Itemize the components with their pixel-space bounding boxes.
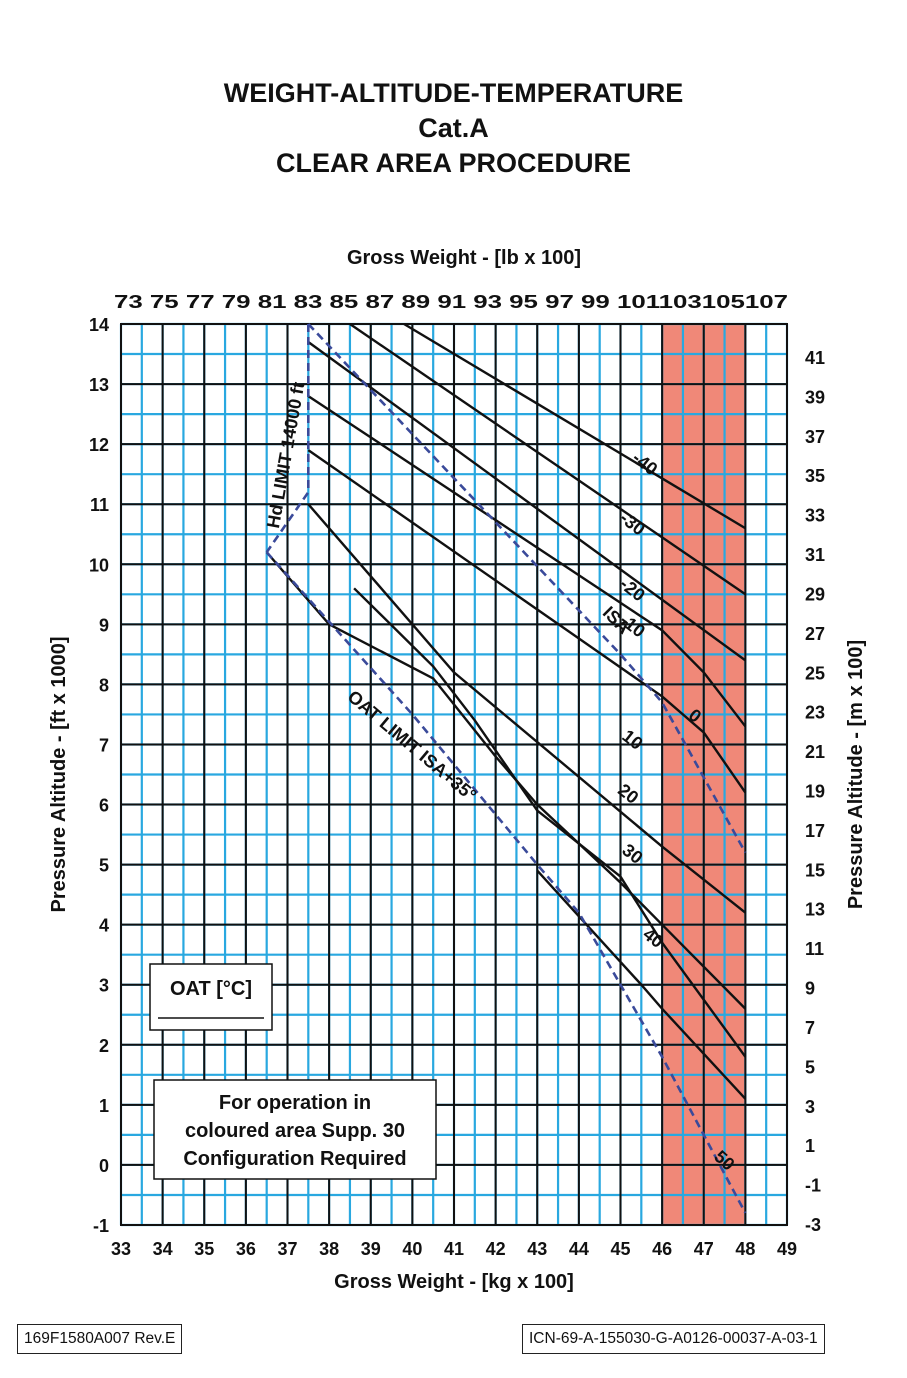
x-tick-label: 47 — [694, 1239, 714, 1259]
x-tick-label: 33 — [111, 1239, 131, 1259]
x-tick-label: 36 — [236, 1239, 256, 1259]
y2-tick-label: 9 — [805, 979, 815, 999]
y-tick-label: -1 — [93, 1216, 109, 1236]
oat-curve-0 — [307, 449, 747, 794]
y2-tick-label: 23 — [805, 703, 825, 723]
oat-curve--20 — [307, 341, 747, 662]
y2-axis-title: Pressure Altitude - [m x 100] — [845, 640, 867, 909]
y2-tick-label: 5 — [805, 1057, 815, 1077]
y2-tick-label: 1 — [805, 1136, 815, 1156]
x-tick-label: 49 — [777, 1239, 797, 1259]
y-tick-label: 2 — [99, 1036, 109, 1056]
supp30-note-line: For operation in — [219, 1092, 371, 1114]
oat-curve--40 — [403, 322, 746, 530]
y2-tick-label: 17 — [805, 821, 825, 841]
x-tick-label: 44 — [569, 1239, 589, 1259]
y-tick-label: 0 — [99, 1156, 109, 1176]
y2-tick-label: 39 — [805, 387, 825, 407]
y-tick-label: 5 — [99, 856, 109, 876]
y-axis-title: Pressure Altitude - [ft x 1000] — [48, 636, 70, 912]
y-tick-label: 9 — [99, 615, 109, 635]
y2-tick-label: 37 — [805, 427, 825, 447]
x-tick-label: 40 — [402, 1239, 422, 1259]
plot-frame — [120, 323, 788, 1226]
y-tick-label: 11 — [90, 495, 109, 515]
x-tick-label: 34 — [153, 1239, 173, 1259]
y-tick-label: 7 — [99, 735, 109, 755]
y-tick-label: 4 — [99, 916, 109, 936]
limit-lines — [265, 323, 747, 1214]
oat-curve-40 — [536, 869, 747, 1100]
y2-tick-label: -3 — [805, 1215, 821, 1235]
y-tick-label: 10 — [89, 555, 109, 575]
x-tick-label: 38 — [319, 1239, 339, 1259]
y-tick-label: 14 — [89, 315, 109, 335]
oat-curve-10 — [307, 503, 747, 914]
hd-limit-label: Hd LIMIT 14000 ft — [263, 380, 308, 529]
oat-curve-30 — [353, 587, 747, 1058]
y2-tick-label: 11 — [805, 939, 824, 959]
x-tick-label: 35 — [194, 1239, 214, 1259]
x-tick-label: 48 — [735, 1239, 755, 1259]
chart-title-line2: Cat.A — [418, 113, 489, 143]
x-tick-label: 37 — [277, 1239, 297, 1259]
chart-title-line1: WEIGHT-ALTITUDE-TEMPERATURE — [223, 78, 684, 108]
y2-tick-label: 3 — [805, 1097, 815, 1117]
oat-curve--30 — [349, 323, 747, 596]
y-tick-label: 1 — [99, 1096, 109, 1116]
oat-legend-text: OAT [°C] — [170, 978, 252, 1000]
y2-tick-label: 35 — [805, 466, 825, 486]
hd-limit-line — [265, 324, 310, 553]
y-tick-label: 12 — [89, 435, 109, 455]
y2-tick-label: -1 — [805, 1176, 821, 1196]
oat-legend-frame — [149, 963, 273, 1031]
y2-tick-label: 31 — [805, 545, 825, 565]
oat-curves — [265, 322, 747, 1100]
oat-curve--10 — [307, 395, 747, 728]
supp30-note-frame — [153, 1079, 437, 1180]
x-tick-label: 39 — [361, 1239, 381, 1259]
document-reference: 169F1580A007 Rev.E — [17, 1324, 183, 1354]
x-tick-label: 43 — [527, 1239, 547, 1259]
y-tick-label: 8 — [99, 675, 109, 695]
x-axis-title: Gross Weight - [kg x 100] — [334, 1271, 574, 1293]
y2-tick-label: 13 — [805, 900, 825, 920]
y2-tick-label: 19 — [805, 782, 825, 802]
x2-tick-labels: 73 75 77 79 81 83 85 87 89 91 93 95 97 9… — [114, 292, 788, 312]
oat-legend-box: OAT [°C] — [149, 963, 273, 1031]
y-tick-label: 13 — [89, 375, 109, 395]
x-tick-label: 42 — [486, 1239, 506, 1259]
x-tick-label: 46 — [652, 1239, 672, 1259]
x2-axis-title: Gross Weight - [lb x 100] — [347, 247, 581, 269]
oat-limit-line — [265, 551, 747, 1214]
y2-tick-label: 7 — [805, 1018, 815, 1038]
chart-title-line3: CLEAR AREA PROCEDURE — [275, 148, 632, 178]
y2-tick-label: 27 — [805, 624, 825, 644]
y2-tick-label: 33 — [805, 506, 825, 526]
y2-tick-label: 25 — [805, 663, 825, 683]
supp30-note-line: Configuration Required — [183, 1148, 406, 1170]
y2-tick-label: 21 — [805, 742, 825, 762]
isa-line — [307, 323, 747, 854]
y-tick-label: 3 — [99, 976, 109, 996]
y2-tick-label: 29 — [805, 584, 825, 604]
y2-tick-label: 41 — [805, 348, 825, 368]
y-tick-label: 6 — [99, 796, 109, 816]
icn-reference: ICN-69-A-155030-G-A0126-00037-A-03-1 — [522, 1324, 825, 1354]
x-tick-label: 45 — [610, 1239, 630, 1259]
y2-tick-label: 15 — [805, 860, 825, 880]
supp30-note-box: For operation in coloured area Supp. 30 Co… — [153, 1079, 437, 1180]
supp30-note-line: coloured area Supp. 30 — [185, 1120, 405, 1142]
x-tick-label: 41 — [444, 1239, 464, 1259]
